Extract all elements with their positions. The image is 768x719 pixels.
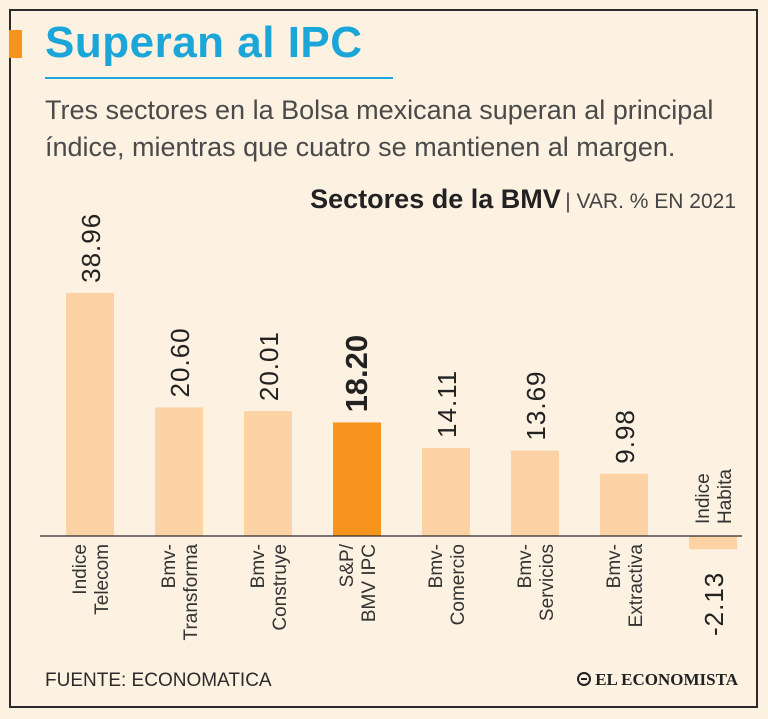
title-accent-bar [9,30,22,58]
logo-icon [577,672,592,686]
value-label-4: 14.11 [432,370,462,438]
chart-title: Sectores de la BMV [310,184,561,214]
category-label-5-1: Servicios [537,544,558,621]
bar-2 [244,411,292,536]
logo-text: EL ECONOMISTA [595,670,738,689]
category-label-4-0: Bmv- [426,544,447,588]
category-label-4-1: Comercio [448,544,469,625]
category-label-6-0: Bmv- [604,544,625,588]
source-note: FUENTE: ECONOMATICA [45,670,272,691]
publisher-logo: EL ECONOMISTA [577,670,738,690]
bar-6 [600,473,648,536]
title-underline [45,77,393,79]
bar-4 [422,447,470,536]
category-label-2-1: Construye [270,544,291,631]
category-label-7-1: Habita [715,469,736,524]
value-label-1: 20.60 [165,327,195,397]
value-label-2: 20.01 [254,331,284,401]
value-label-6: 9.98 [610,409,640,464]
page-title: Superan al IPC [45,18,363,67]
value-label-5: 13.69 [521,370,551,440]
chart-header: Sectores de la BMV | VAR. % EN 2021 [310,184,736,215]
page-subtitle: Tres sectores en la Bolsa mexicana super… [45,95,714,162]
chart-subtitle: | VAR. % EN 2021 [565,190,736,213]
bar-7 [689,536,737,550]
bar-1 [155,407,203,536]
category-label-5-0: Bmv- [515,544,536,588]
bar-0 [66,292,114,536]
value-label-7: -2.13 [699,572,729,636]
infographic-frame [9,9,758,708]
category-label-1-0: Bmv- [159,544,180,588]
category-label-0-1: Telecom [92,544,113,615]
category-label-2-0: Bmv- [248,544,269,588]
category-label-1-1: Transforma [181,544,202,641]
bar-3 [333,422,381,536]
category-label-7-0: Indice [693,473,714,524]
category-label-6-1: Extractiva [626,544,647,628]
bar-5 [511,450,559,536]
category-label-3-0: S&P/ [337,543,358,587]
category-label-3-1: BMV IPC [359,544,380,622]
value-label-3: 18.20 [339,335,374,413]
category-label-0-0: Indice [70,544,91,595]
value-label-0: 38.96 [76,213,106,283]
